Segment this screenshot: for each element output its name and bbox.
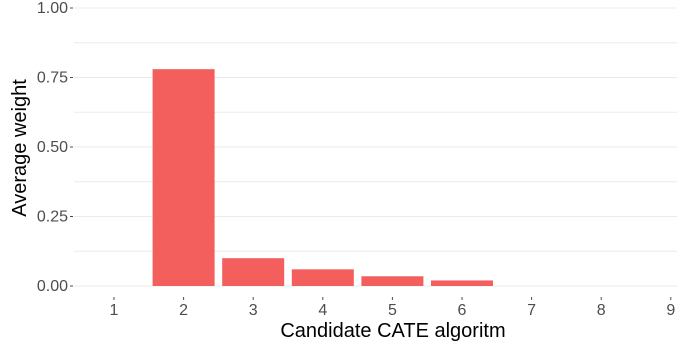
x-tick-label: 4 [318, 302, 327, 319]
x-tick-label: 6 [458, 302, 467, 319]
x-tick-label: 2 [179, 302, 188, 319]
bar-5 [361, 276, 424, 286]
x-tick-label: 1 [110, 302, 119, 319]
x-tick-label: 5 [388, 302, 397, 319]
x-tick-label: 8 [597, 302, 606, 319]
y-tick-label: 0.50 [37, 139, 68, 156]
bars [152, 69, 493, 286]
x-axis-title: Candidate CATE algoritm [280, 320, 505, 342]
y-tick-label: 0.25 [37, 209, 68, 226]
x-tick-label: 3 [249, 302, 258, 319]
bar-6 [431, 280, 493, 286]
bar-4 [291, 269, 354, 286]
y-axis: 0.00 0.25 0.50 0.75 1.00 [37, 0, 73, 295]
bar-2 [152, 69, 215, 286]
y-tick-label: 0.00 [37, 278, 68, 295]
x-tick-label: 7 [527, 302, 536, 319]
y-tick-label: 1.00 [37, 0, 68, 17]
y-axis-title: Average weight [9, 79, 31, 217]
bar-3 [222, 258, 285, 286]
x-axis: 1 2 3 4 5 6 7 8 9 [110, 297, 675, 319]
y-tick-label: 0.75 [37, 70, 68, 87]
x-tick-label: 9 [666, 302, 675, 319]
